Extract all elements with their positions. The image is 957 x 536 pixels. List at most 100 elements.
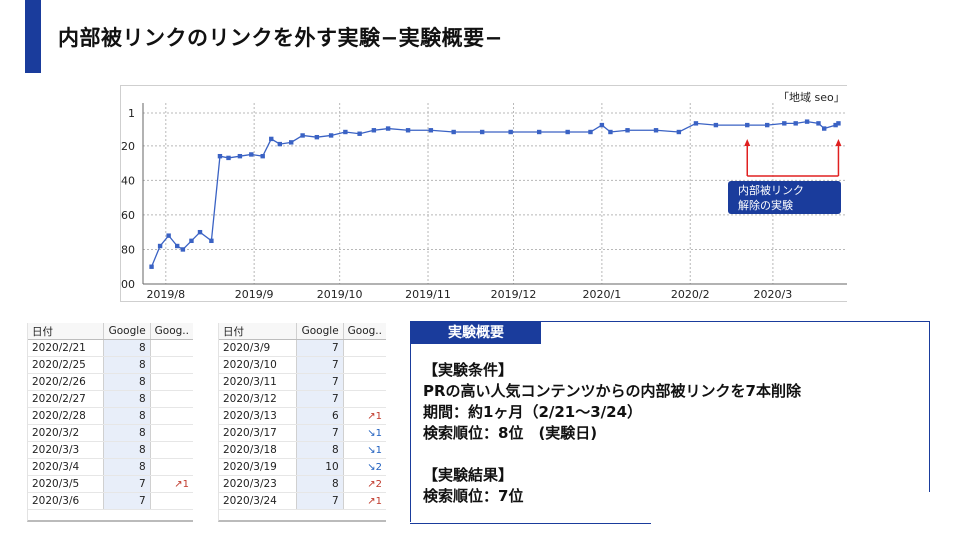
data-point <box>197 229 203 235</box>
data-point <box>289 140 294 145</box>
cell-google-rank: 10 <box>296 458 344 476</box>
cell-date: 2020/3/13 <box>219 407 297 425</box>
data-point <box>764 122 770 128</box>
table-row[interactable]: 2020/3/18 8 ↘1 <box>219 441 386 459</box>
table-header-date[interactable]: 日付 <box>28 323 104 340</box>
data-point <box>508 129 513 135</box>
table-row[interactable]: 2020/3/2 8 <box>28 424 193 442</box>
ranking-table-2: 日付 Google Goog.. 2020/3/9 7 2020/3/10 7 2020… <box>218 323 386 522</box>
result-line: 検索順位：7位 <box>423 487 524 505</box>
x-tick-label: 2019/11 <box>405 288 451 301</box>
y-tick-label: 80 <box>121 243 135 256</box>
cell-date: 2020/2/27 <box>28 390 104 408</box>
table-row[interactable]: 2020/3/17 7 ↘1 <box>219 424 386 442</box>
cell-google-rank: 8 <box>103 356 151 374</box>
x-tick-label: 2019/9 <box>235 288 274 301</box>
condition-line: 期間：約1ヶ月（2/21〜3/24） <box>423 403 643 421</box>
data-point <box>314 134 320 140</box>
cell-rank-change: ↗1 <box>342 407 386 425</box>
cell-google-rank: 8 <box>103 373 151 391</box>
cell-google-rank: 7 <box>296 492 344 510</box>
data-point <box>328 133 334 138</box>
cell-google-rank: 7 <box>103 475 151 493</box>
cell-date: 2020/3/6 <box>28 492 104 510</box>
table-row[interactable]: 2020/3/24 7 ↗1 <box>219 492 386 510</box>
cell-date: 2020/2/25 <box>28 356 104 374</box>
x-tick-label: 2019/12 <box>491 288 537 301</box>
data-point <box>782 121 787 126</box>
cell-rank-change <box>149 492 193 510</box>
table-header-google[interactable]: Google <box>296 323 344 340</box>
box-bottom-rule <box>410 523 651 524</box>
cell-rank-change <box>149 373 193 391</box>
table-row[interactable]: 2020/3/5 7 ↗1 <box>28 475 193 493</box>
condition-header: 【実験条件】 <box>423 361 514 379</box>
data-point <box>277 141 283 147</box>
cell-rank-change <box>149 356 193 374</box>
ranking-table-1-grid: 日付 Google Goog.. 2020/2/21 8 2020/2/25 8 202… <box>28 323 193 510</box>
cell-rank-change: ↗1 <box>342 492 386 510</box>
cell-date: 2020/2/21 <box>28 339 104 357</box>
table-row[interactable]: 2020/3/6 7 <box>28 492 193 510</box>
table-header-change[interactable]: Goog.. <box>149 323 193 340</box>
data-point <box>343 129 348 135</box>
y-tick-label: 100 <box>121 278 135 291</box>
table-header-change[interactable]: Goog.. <box>342 323 386 340</box>
table-row[interactable]: 2020/3/10 7 <box>219 356 386 374</box>
table-row[interactable]: 2020/2/28 8 <box>28 407 193 425</box>
y-tick-label: 60 <box>121 209 135 222</box>
data-point <box>189 238 194 244</box>
y-tick-label: 20 <box>121 140 135 153</box>
arrow-up-icon <box>835 139 842 146</box>
data-point <box>676 129 682 135</box>
table-row[interactable]: 2020/2/21 8 <box>28 339 193 357</box>
data-point <box>816 121 821 126</box>
data-point <box>804 119 810 124</box>
data-point <box>166 233 171 238</box>
cell-date: 2020/3/17 <box>219 424 297 442</box>
spacer <box>423 444 801 465</box>
cell-rank-change: ↘1 <box>342 441 386 459</box>
data-point <box>745 122 750 128</box>
cell-google-rank: 7 <box>296 390 344 408</box>
table-row[interactable]: 2020/3/12 7 <box>219 390 386 408</box>
cell-date: 2020/3/3 <box>28 441 104 459</box>
cell-date: 2020/3/2 <box>28 424 104 442</box>
cell-date: 2020/3/12 <box>219 390 297 408</box>
x-tick-label: 2019/10 <box>317 288 363 301</box>
box-gap <box>926 492 930 523</box>
table-row[interactable]: 2020/3/23 8 ↗2 <box>219 475 386 493</box>
condition-line: PRの高い人気コンテンツからの内部被リンクを7本削除 <box>423 382 801 400</box>
summary-body: 【実験条件】 PRの高い人気コンテンツからの内部被リンクを7本削除 期間：約1ヶ… <box>423 360 801 507</box>
table-row[interactable]: 2020/2/27 8 <box>28 390 193 408</box>
cell-google-rank: 8 <box>103 339 151 357</box>
table-row[interactable]: 2020/3/13 6 ↗1 <box>219 407 386 425</box>
table-row[interactable]: 2020/3/11 7 <box>219 373 386 391</box>
table-row[interactable]: 2020/3/9 7 <box>219 339 386 357</box>
table-row[interactable]: 2020/3/3 8 <box>28 441 193 459</box>
table-row[interactable]: 2020/2/26 8 <box>28 373 193 391</box>
cell-rank-change: ↘1 <box>342 424 386 442</box>
title-accent-bar <box>25 0 41 73</box>
data-point <box>405 128 411 133</box>
data-point <box>836 121 841 126</box>
ranking-table-1: 日付 Google Goog.. 2020/2/21 8 2020/2/25 8 202… <box>27 323 193 522</box>
cell-google-rank: 8 <box>296 475 344 493</box>
cell-google-rank: 8 <box>103 458 151 476</box>
table-header-google[interactable]: Google <box>103 323 151 340</box>
cell-date: 2020/3/10 <box>219 356 297 374</box>
data-point <box>357 131 362 136</box>
data-point <box>226 155 231 161</box>
ranking-chart-svg: 1 20 40 60 80 100 2019/8 2019/9 2019/10 2019/11 20… <box>121 91 847 301</box>
table-row[interactable]: 2020/3/19 10 ↘2 <box>219 458 386 476</box>
cell-rank-change <box>149 339 193 357</box>
table-row[interactable]: 2020/3/4 8 <box>28 458 193 476</box>
cell-date: 2020/3/11 <box>219 373 297 391</box>
cell-rank-change <box>149 424 193 442</box>
table-row[interactable]: 2020/2/25 8 <box>28 356 193 374</box>
table-header-date[interactable]: 日付 <box>219 323 297 340</box>
experiment-summary-box: 実験概要 【実験条件】 PRの高い人気コンテンツからの内部被リンクを7本削除 期… <box>410 321 930 524</box>
data-point <box>793 121 798 126</box>
data-point <box>821 126 827 131</box>
result-header: 【実験結果】 <box>423 466 514 484</box>
